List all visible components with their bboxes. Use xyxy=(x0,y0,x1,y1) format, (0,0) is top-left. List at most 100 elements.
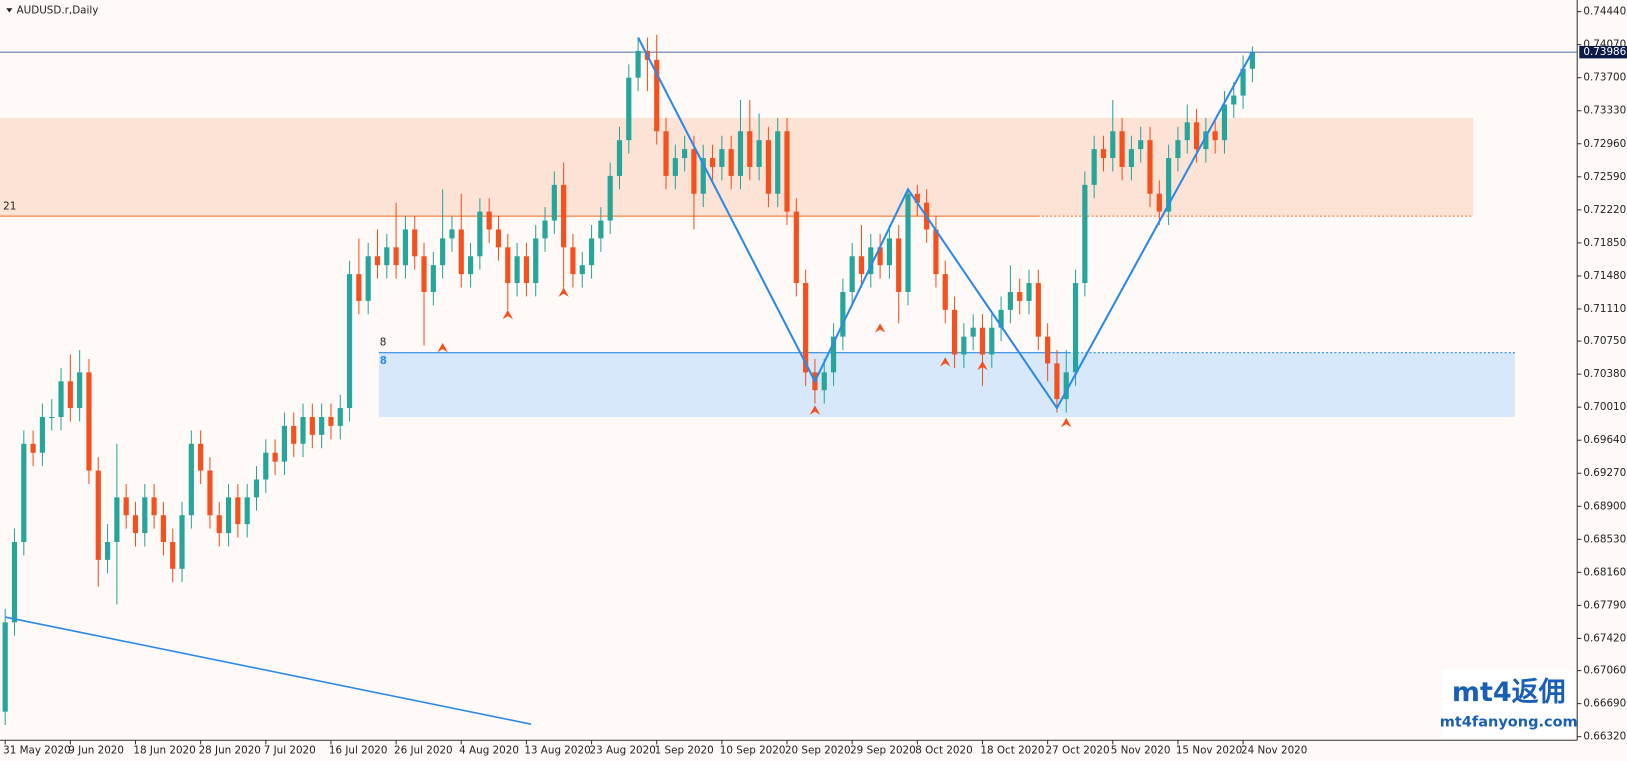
watermark-site: mt4fanyong.com xyxy=(1440,715,1578,731)
candle-body xyxy=(179,515,185,569)
zone xyxy=(0,117,1474,217)
candle-body xyxy=(458,229,464,275)
x-tick-label: 28 Jun 2020 xyxy=(199,745,261,757)
candle-body xyxy=(877,247,883,266)
candle-body xyxy=(337,408,343,426)
candle-body xyxy=(784,131,790,212)
candle-body xyxy=(11,542,18,623)
candle-body xyxy=(114,497,120,543)
candle-body xyxy=(682,149,688,159)
candle-body xyxy=(635,50,641,78)
candle-body xyxy=(477,211,483,257)
plot: 21 8 8 xyxy=(0,34,1578,726)
candle-body xyxy=(160,515,167,543)
candle-body xyxy=(39,416,46,453)
y-tick-label: 0.70750 xyxy=(1583,335,1626,347)
candle-body xyxy=(542,220,548,239)
y-tick-label: 0.66320 xyxy=(1583,731,1626,743)
fractal-arrow xyxy=(977,360,988,371)
candle-body xyxy=(719,149,725,167)
fractal-arrow xyxy=(558,287,569,297)
candle-body xyxy=(840,291,846,337)
x-tick-label: 8 Oct 2020 xyxy=(915,745,972,757)
candle-body xyxy=(49,416,55,419)
candle-body xyxy=(365,256,371,301)
zone-label: 21 xyxy=(3,201,16,213)
y-tick-label: 0.71480 xyxy=(1583,270,1626,282)
candle-body xyxy=(588,238,595,266)
candle-body xyxy=(1156,193,1162,212)
candle-body xyxy=(663,131,669,176)
x-tick-label: 1 Sep 2020 xyxy=(655,745,714,757)
y-tick-label: 0.73330 xyxy=(1583,105,1626,117)
zone-label-top: 8 xyxy=(380,336,387,348)
candle-body xyxy=(1026,283,1032,301)
trendline xyxy=(5,616,532,725)
y-tick-label: 0.67790 xyxy=(1583,599,1626,611)
y-tick-label: 0.68160 xyxy=(1583,566,1626,578)
candle-body xyxy=(626,77,632,141)
candle-body xyxy=(300,416,306,444)
candle-body xyxy=(1091,149,1097,185)
candle-body xyxy=(374,256,381,266)
candle-body xyxy=(1249,52,1255,69)
candle-body xyxy=(1035,283,1041,337)
candle-body xyxy=(700,158,706,194)
x-tick-label: 27 Oct 2020 xyxy=(1046,745,1110,757)
x-tick-label: 9 Jun 2020 xyxy=(68,745,124,757)
x-tick-label: 31 May 2020 xyxy=(3,745,71,757)
candle-body xyxy=(123,497,129,516)
fractal-arrow xyxy=(502,309,513,320)
candle-body xyxy=(1212,131,1218,141)
x-tick-label: 26 Jul 2020 xyxy=(394,745,453,757)
candle-body xyxy=(467,256,474,275)
y-tick-label: 0.72590 xyxy=(1583,171,1626,183)
candle-body xyxy=(319,416,325,435)
y-tick-label: 0.70380 xyxy=(1583,368,1626,380)
candle-body xyxy=(737,131,744,176)
watermark-brand: mt4返佣 xyxy=(1452,677,1566,708)
x-tick-label: 5 Nov 2020 xyxy=(1111,745,1171,757)
x-tick-label: 13 Aug 2020 xyxy=(524,745,590,757)
fractal-arrow xyxy=(874,323,886,333)
y-tick-label: 0.69270 xyxy=(1583,467,1626,479)
x-tick-label: 18 Oct 2020 xyxy=(980,745,1044,757)
candle-body xyxy=(793,211,799,284)
candle-body xyxy=(775,131,781,194)
candle-body xyxy=(989,327,995,355)
y-tick-label: 0.67420 xyxy=(1583,632,1626,644)
candle-body xyxy=(449,229,455,239)
candle-body xyxy=(207,470,213,516)
candle-body xyxy=(495,229,502,248)
x-tick-label: 16 Jul 2020 xyxy=(329,745,388,757)
candle-body xyxy=(747,131,753,167)
candle-body xyxy=(58,381,64,417)
candle-body xyxy=(1119,131,1125,167)
candle-body xyxy=(1007,291,1013,310)
candle-body xyxy=(933,229,939,275)
x-tick-label: 23 Aug 2020 xyxy=(589,745,655,757)
y-tick-label: 0.68900 xyxy=(1583,500,1626,512)
candle-body xyxy=(886,238,892,266)
candle-body xyxy=(170,542,176,569)
menu-arrow[interactable] xyxy=(6,8,13,13)
candle-body xyxy=(384,247,390,266)
candle-body xyxy=(421,256,427,292)
candle-body xyxy=(1072,283,1079,373)
candle-body xyxy=(1240,68,1246,96)
candle-body xyxy=(514,256,520,284)
candle-body xyxy=(1063,372,1069,400)
candle-body xyxy=(1054,363,1060,400)
x-tick-label: 4 Aug 2020 xyxy=(459,745,519,757)
candle-body xyxy=(235,497,241,525)
candle-body xyxy=(412,229,418,257)
candle-body xyxy=(756,140,762,167)
candle-body xyxy=(691,149,697,194)
candle-body xyxy=(281,425,288,462)
candle-body xyxy=(858,256,865,275)
x-tick-label: 20 Sep 2020 xyxy=(785,745,851,757)
x-tick-label: 10 Sep 2020 xyxy=(720,745,786,757)
candle-body xyxy=(486,211,492,230)
